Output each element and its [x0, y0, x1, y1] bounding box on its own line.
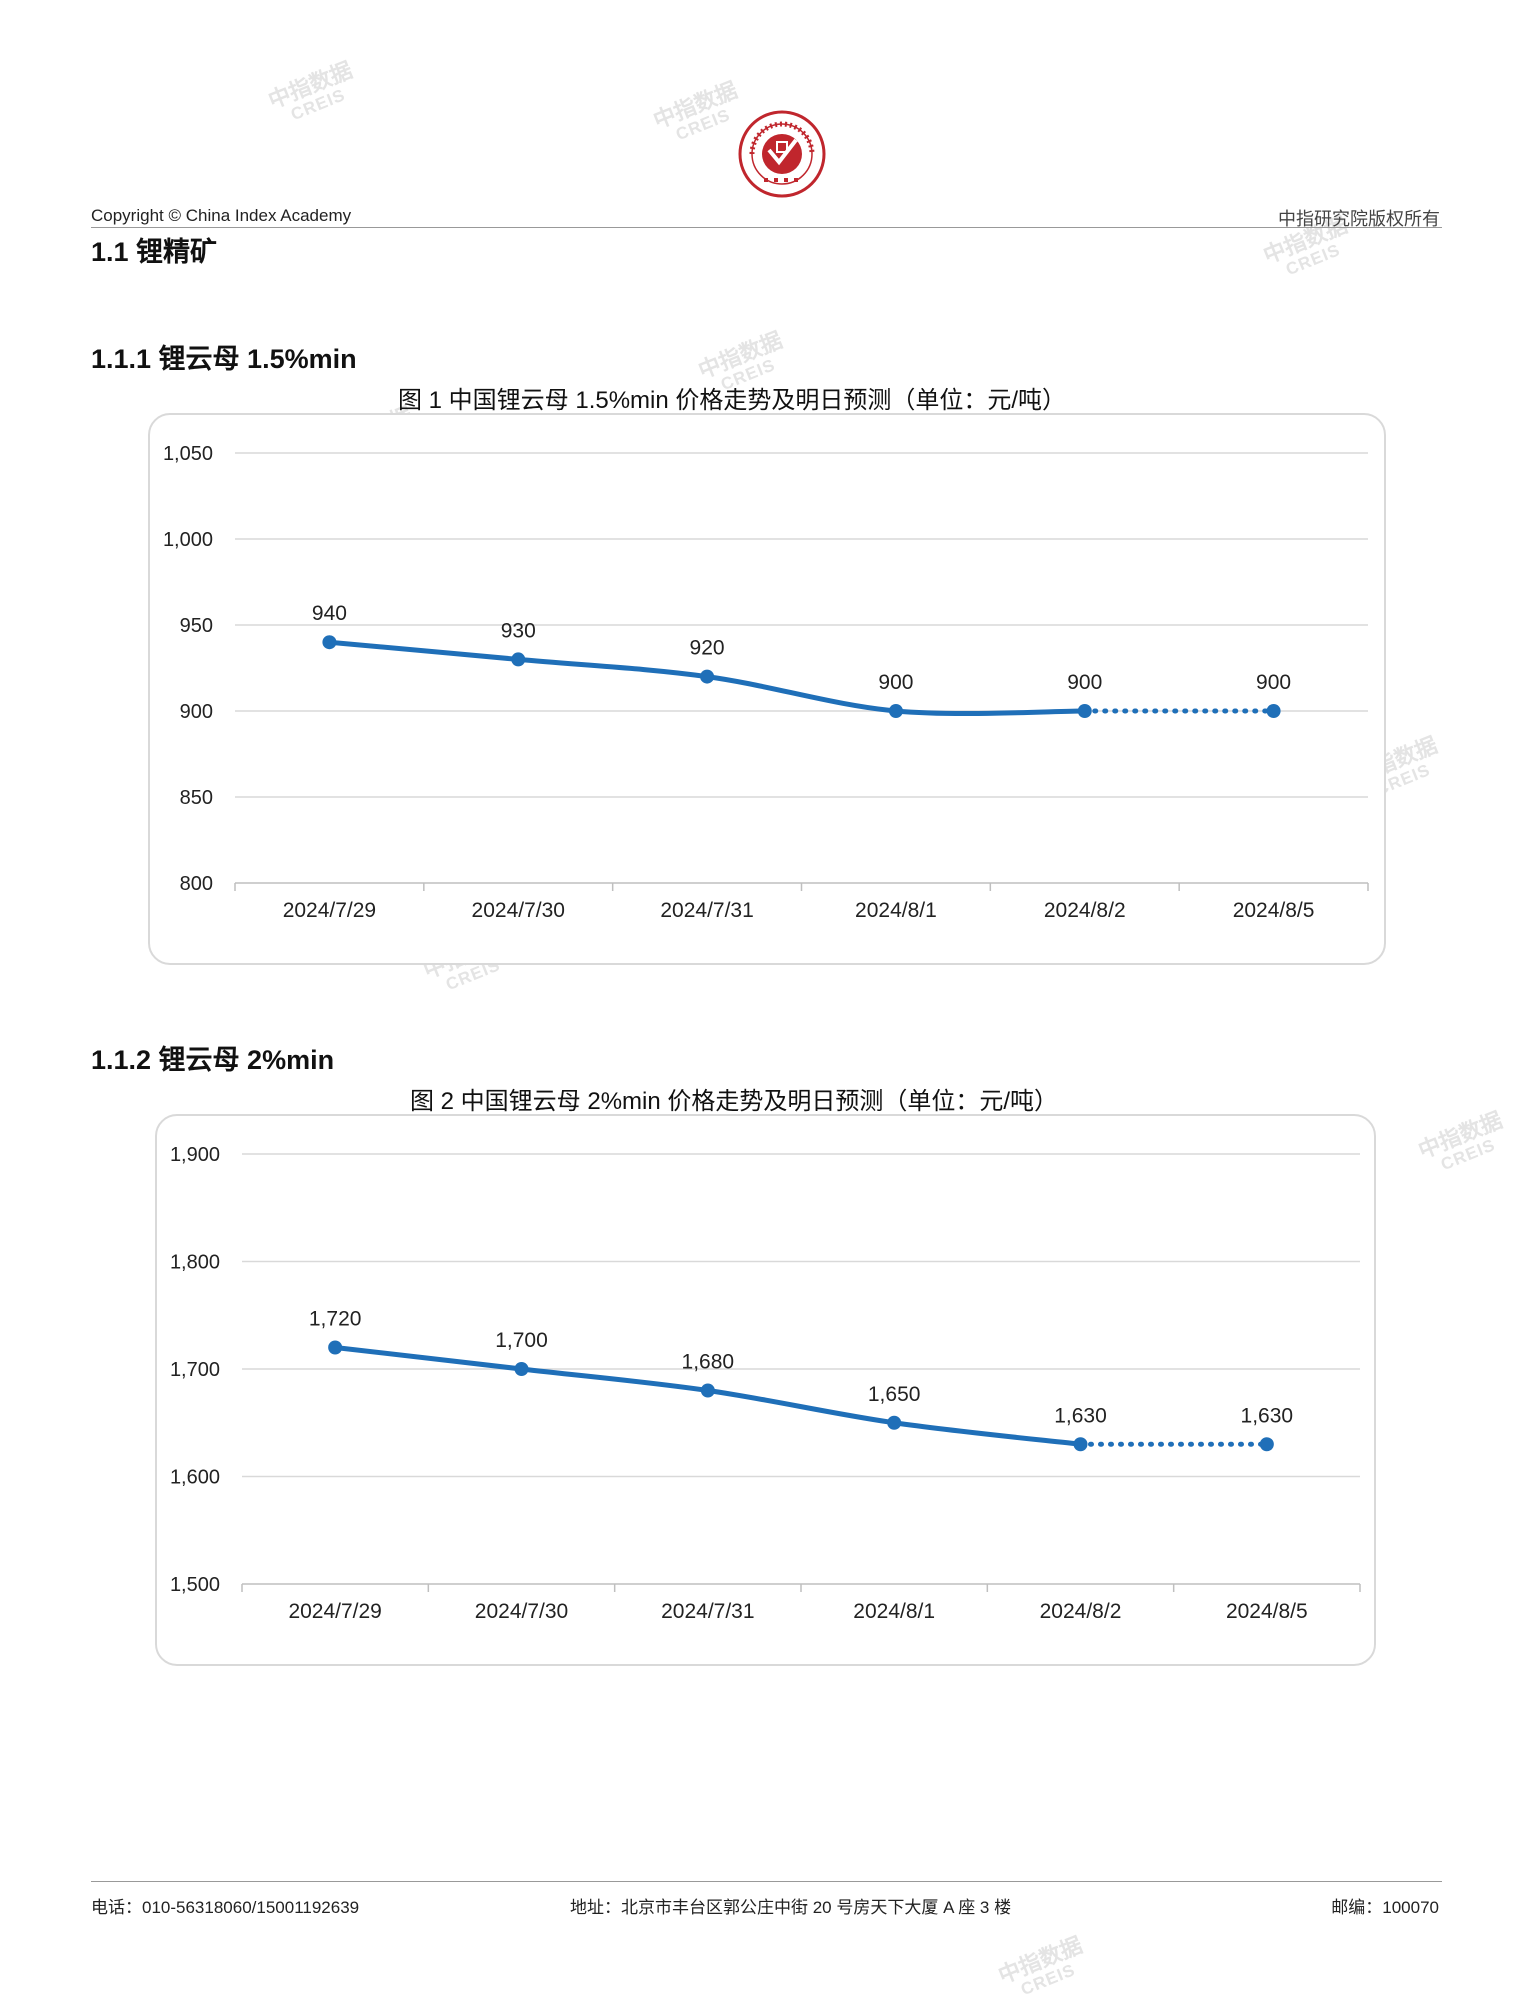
footer-address: 地址：北京市丰台区郭公庄中街 20 号房天下大厦 A 座 3 楼: [570, 1898, 1012, 1917]
x-tick-label: 2024/7/29: [288, 1600, 381, 1623]
data-label: 900: [1256, 671, 1291, 694]
subsection-heading-1: 1.1.1 锂云母 1.5%min: [91, 344, 357, 374]
copyright-text: Copyright © China Index Academy: [91, 206, 352, 225]
data-point: [700, 1383, 715, 1398]
data-label: 1,650: [868, 1383, 921, 1406]
data-point: [514, 1362, 529, 1376]
x-tick-label: 2024/8/2: [1044, 899, 1126, 922]
data-point: [1073, 1437, 1088, 1452]
chart-2-title: 图 2 中国锂云母 2%min 价格走势及明日预测（单位：元/吨）: [410, 1088, 1059, 1115]
y-tick-label: 1,500: [170, 1574, 220, 1596]
y-tick-label: 950: [180, 615, 213, 637]
rights-reserved-text: 中指研究院版权所有: [1278, 209, 1440, 230]
data-point: [1266, 704, 1281, 718]
footer-postcode: 邮编：100070: [1331, 1898, 1439, 1917]
y-tick-label: 900: [180, 701, 213, 723]
chart-1-title: 图 1 中国锂云母 1.5%min 价格走势及明日预测（单位：元/吨）: [398, 387, 1067, 414]
y-tick-label: 1,800: [170, 1252, 220, 1274]
data-point: [328, 1340, 343, 1355]
y-tick-label: 1,000: [163, 529, 213, 551]
section-heading: 1.1 锂精矿: [91, 237, 218, 267]
y-tick-label: 1,700: [170, 1359, 220, 1381]
data-point: [1259, 1437, 1274, 1452]
x-tick-label: 2024/7/30: [475, 1600, 568, 1623]
data-label: 1,700: [495, 1329, 548, 1352]
data-point: [1077, 704, 1092, 718]
data-point: [322, 635, 337, 650]
x-tick-label: 2024/7/30: [472, 899, 565, 922]
data-label: 1,630: [1054, 1404, 1107, 1427]
data-point: [888, 704, 903, 718]
x-tick-label: 2024/8/1: [855, 899, 937, 922]
data-point: [700, 669, 715, 684]
data-point: [887, 1415, 902, 1430]
china-index-academy-logo: [738, 110, 826, 198]
x-tick-label: 2024/8/1: [853, 1600, 935, 1623]
footer-divider: [91, 1881, 1442, 1882]
chart-1: 800 850 900 950 1,000 1,050 2024/7/29 2024/7/30…: [163, 443, 1369, 922]
data-label: 930: [501, 619, 536, 642]
footer-phone: 电话：010-56318060/15001192639: [91, 1898, 360, 1917]
data-label: 900: [1067, 671, 1102, 694]
y-tick-label: 1,900: [170, 1144, 220, 1166]
data-label: 1,680: [682, 1351, 735, 1374]
y-tick-label: 1,600: [170, 1467, 220, 1489]
y-tick-label: 850: [180, 787, 213, 809]
x-tick-label: 2024/7/31: [661, 1600, 754, 1623]
data-point: [511, 652, 526, 667]
data-label: 920: [690, 637, 725, 660]
chart-2-frame: 1,500 1,600 1,700 1,800 1,900 2024/7/29 2024/7…: [155, 1114, 1376, 1666]
subsection-heading-2: 1.1.2 锂云母 2%min: [91, 1045, 335, 1075]
data-label: 940: [312, 602, 347, 625]
chart-2: 1,500 1,600 1,700 1,800 1,900 2024/7/29 2024/7…: [170, 1144, 1361, 1623]
data-label: 1,630: [1241, 1404, 1294, 1427]
data-label: 900: [878, 671, 913, 694]
x-tick-label: 2024/8/2: [1040, 1600, 1122, 1623]
x-tick-label: 2024/7/29: [283, 899, 376, 922]
x-tick-label: 2024/8/5: [1233, 899, 1315, 922]
y-tick-label: 800: [180, 873, 213, 895]
x-tick-label: 2024/7/31: [660, 899, 753, 922]
chart-1-frame: 800 850 900 950 1,000 1,050 2024/7/29 2024/7/30…: [148, 413, 1386, 965]
x-tick-label: 2024/8/5: [1226, 1600, 1308, 1623]
y-tick-label: 1,050: [163, 443, 213, 465]
data-label: 1,720: [309, 1308, 362, 1331]
header-divider: [91, 227, 1442, 228]
